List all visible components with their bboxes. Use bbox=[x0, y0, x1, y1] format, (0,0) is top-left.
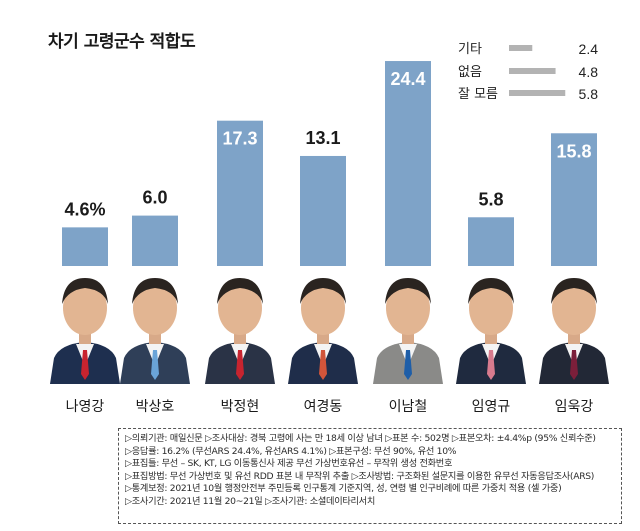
note-line: ▷조사기간: 2021년 11월 20~21일 ▷조사기관: 소셜데이타리서치 bbox=[125, 495, 375, 507]
candidate-photo bbox=[116, 270, 194, 384]
note-line: ▷표집틀: 무선 – SK, KT, LG 이동통신사 제공 무선 가상번호유선… bbox=[125, 458, 453, 470]
candidate-photo bbox=[535, 270, 613, 384]
chart-title: 차기 고령군수 적합도 bbox=[48, 32, 196, 52]
value-label: 4.6% bbox=[64, 199, 105, 219]
candidate-name: 임욱강 bbox=[554, 399, 594, 415]
value-label: 17.3 bbox=[222, 129, 257, 149]
legend-label: 잘 모름 bbox=[458, 87, 498, 102]
legend-value: 4.8 bbox=[579, 64, 599, 80]
legend-label: 없음 bbox=[458, 65, 482, 80]
value-label: 15.8 bbox=[556, 141, 591, 161]
legend-bar bbox=[509, 68, 556, 74]
candidate-photo bbox=[369, 270, 447, 384]
bar-박정현 bbox=[217, 120, 263, 267]
candidate-photo bbox=[452, 270, 530, 384]
candidate-name: 이남철 bbox=[388, 399, 428, 415]
candidate-photo bbox=[284, 270, 362, 384]
bar-이남철 bbox=[385, 61, 431, 266]
candidate-name: 나영강 bbox=[65, 399, 105, 415]
value-label: 6.0 bbox=[142, 188, 167, 208]
survey-notes: ▷의뢰기관: 매일신문 ▷조사대상: 경북 고령에 사는 만 18세 이상 남녀… bbox=[118, 428, 622, 524]
bar-여경동 bbox=[300, 155, 346, 266]
note-line: ▷통계보정: 2021년 10월 행정안전부 주민등록 인구통계 기준지역, 성… bbox=[125, 483, 562, 495]
legend-label: 기타 bbox=[458, 42, 482, 57]
candidate-photo bbox=[46, 270, 124, 384]
legend-value: 5.8 bbox=[579, 86, 599, 102]
bar-임영규 bbox=[468, 217, 514, 266]
bar-chart: 4.6% 6.0 17.3 13.1 24.4 5.8 15.8 기타 2.4 없음 4.8 잘 모… bbox=[62, 41, 599, 267]
legend-bar bbox=[509, 45, 533, 51]
note-line: ▷응답률: 16.2% (무선ARS 24.4%, 유선ARS 4.1%) ▷표… bbox=[125, 445, 457, 457]
value-label: 5.8 bbox=[478, 189, 503, 209]
value-label: 13.1 bbox=[305, 128, 340, 148]
candidate-name: 여경동 bbox=[303, 399, 343, 415]
candidate-photo bbox=[201, 270, 279, 384]
note-line: ▷의뢰기관: 매일신문 ▷조사대상: 경북 고령에 사는 만 18세 이상 남녀… bbox=[125, 433, 596, 444]
value-label: 24.4 bbox=[390, 69, 425, 89]
candidate-name: 박정현 bbox=[220, 399, 260, 415]
legend-value: 2.4 bbox=[579, 41, 599, 57]
bar-박상호 bbox=[132, 215, 178, 266]
note-line: ▷표집방법: 무선 가상번호 및 유선 RDD 표본 내 무작위 추출 ▷조사방… bbox=[125, 470, 595, 482]
bar-나영강 bbox=[62, 227, 108, 266]
candidate-name: 박상호 bbox=[135, 399, 175, 415]
legend-bar bbox=[509, 90, 566, 96]
bar-임욱강 bbox=[551, 133, 597, 266]
candidate-name: 임영규 bbox=[471, 399, 511, 415]
